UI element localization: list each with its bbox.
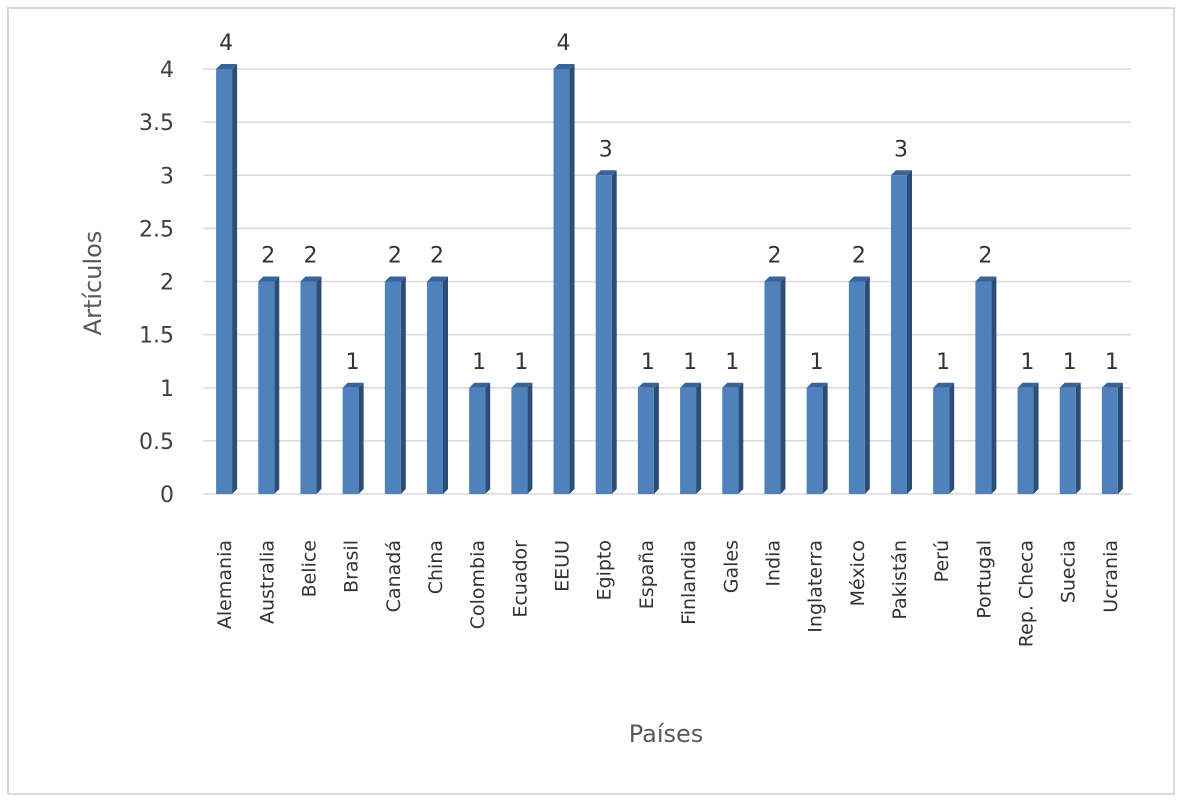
bar <box>764 276 786 494</box>
x-tick-label: Rep. Checa <box>1016 540 1038 647</box>
data-label: 1 <box>810 350 824 375</box>
bars <box>216 64 1123 494</box>
x-axis-title: Países <box>629 720 704 748</box>
bar <box>216 64 238 494</box>
data-label: 1 <box>683 350 697 375</box>
data-label: 2 <box>261 244 275 269</box>
y-tick-label: 3 <box>160 164 174 189</box>
x-tick-label: EEUU <box>552 540 574 592</box>
bar <box>258 276 280 494</box>
x-tick-label: Ucrania <box>1100 540 1122 613</box>
bar <box>891 170 912 494</box>
x-tick-label: India <box>762 540 784 587</box>
y-tick-label: 4 <box>160 58 174 83</box>
data-label: 1 <box>1063 350 1077 375</box>
data-label: 3 <box>894 137 908 162</box>
data-label: 1 <box>1105 350 1119 375</box>
data-label: 1 <box>514 350 528 375</box>
data-label: 4 <box>557 31 571 56</box>
bar <box>300 276 322 494</box>
y-tick-label: 1 <box>160 377 174 402</box>
y-tick-label: 0.5 <box>139 430 174 455</box>
data-label: 1 <box>725 350 739 375</box>
bar <box>384 276 406 494</box>
y-tick-label: 2.5 <box>139 217 174 242</box>
x-tick-label: Suecia <box>1058 540 1080 603</box>
y-tick-label: 3.5 <box>139 111 174 136</box>
x-tick-label: México <box>847 540 869 606</box>
y-tick-label: 1.5 <box>139 324 174 349</box>
data-label: 2 <box>303 244 317 269</box>
data-label: 1 <box>936 350 950 375</box>
bar <box>342 382 364 494</box>
x-tick-label: Canadá <box>383 540 405 612</box>
data-label: 2 <box>978 244 992 269</box>
x-tick-label: Belice <box>298 540 320 597</box>
x-tick-label: Finlandia <box>678 540 700 625</box>
bar <box>722 382 744 494</box>
x-tick-label: Pakistán <box>889 540 911 620</box>
y-tick-label: 0 <box>160 483 174 508</box>
bar <box>469 382 491 494</box>
x-tick-label: Gales <box>720 540 742 593</box>
x-tick-label: Australia <box>256 540 278 624</box>
bar <box>553 64 575 494</box>
data-label: 1 <box>346 350 360 375</box>
x-tick-label: Inglaterra <box>805 540 827 633</box>
bar <box>1101 382 1123 494</box>
bar <box>975 276 997 494</box>
bar <box>637 382 659 494</box>
x-tick-label: Egipto <box>594 540 616 600</box>
x-tick-label: Portugal <box>973 540 995 619</box>
data-label: 2 <box>852 244 866 269</box>
data-label: 1 <box>472 350 486 375</box>
y-axis-title: Artículos <box>79 231 107 336</box>
bar <box>806 382 828 494</box>
bar <box>848 276 870 494</box>
y-tick-label: 2 <box>160 271 174 296</box>
x-tick-label: China <box>425 540 447 594</box>
bar <box>511 382 533 494</box>
x-tick-label: Alemania <box>214 540 236 629</box>
x-tick-label: Brasil <box>341 540 363 593</box>
x-tick-label: Ecuador <box>509 540 531 618</box>
bar <box>427 276 448 494</box>
data-label: 2 <box>767 244 781 269</box>
data-label: 1 <box>1021 350 1035 375</box>
data-label: 2 <box>430 244 444 269</box>
bar <box>1017 382 1039 494</box>
x-axis-ticks: Alemania Australia Belice Brasil Canadá China… <box>214 540 1122 647</box>
y-axis-ticks: 0 0.5 1 1.5 2 2.5 3 3.5 4 <box>139 58 174 508</box>
data-label: 2 <box>388 244 402 269</box>
bar <box>595 170 617 494</box>
x-tick-label: Colombia <box>467 540 489 629</box>
x-tick-label: España <box>636 540 658 609</box>
data-labels: 4 2 2 1 2 2 1 1 4 3 1 1 1 2 1 2 3 1 2 1 1 1 <box>219 31 1119 375</box>
x-tick-label: Perú <box>931 540 953 582</box>
data-label: 3 <box>599 137 613 162</box>
data-label: 1 <box>641 350 655 375</box>
bar <box>933 382 955 494</box>
bar <box>1059 382 1081 494</box>
bar <box>680 382 702 494</box>
data-label: 4 <box>219 31 233 56</box>
